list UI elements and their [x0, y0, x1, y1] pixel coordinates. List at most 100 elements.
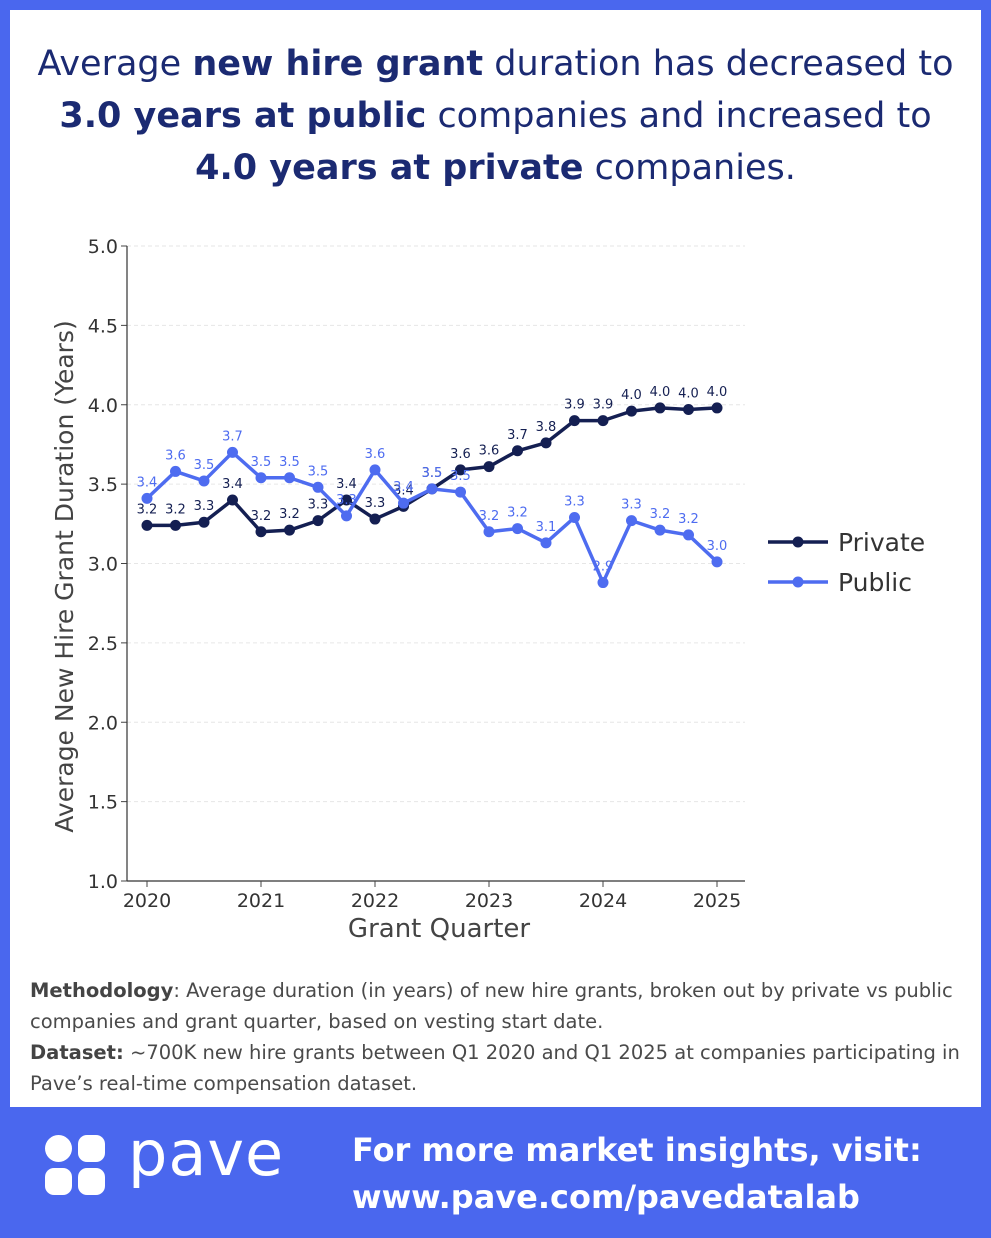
- legend-label-private: Private: [838, 528, 925, 557]
- data-label-public: 3.3: [564, 494, 585, 509]
- data-point-public: [483, 526, 495, 538]
- data-point-public: [711, 556, 723, 568]
- data-label-public: 3.5: [251, 455, 272, 470]
- data-label-private: 3.8: [536, 420, 557, 435]
- data-label-private: 3.6: [479, 444, 500, 459]
- data-label-public: 3.5: [308, 464, 329, 479]
- data-label-private: 3.2: [251, 509, 272, 524]
- data-label-public: 3.6: [165, 448, 186, 463]
- x-tick-label: 2022: [351, 890, 399, 912]
- data-point-public: [512, 523, 523, 535]
- data-label-public: 3.3: [621, 498, 642, 513]
- x-tick-label: 2020: [123, 890, 171, 912]
- data-point-public: [341, 510, 352, 522]
- data-point-private: [369, 513, 381, 525]
- brand-name: pave: [128, 1117, 285, 1190]
- pave-logo-icon: [45, 1135, 105, 1195]
- data-point-public: [170, 465, 181, 477]
- data-label-private: 3.4: [222, 477, 243, 492]
- data-label-private: 4.0: [678, 387, 699, 402]
- data-label-private: 3.3: [194, 499, 215, 514]
- data-label-private: 3.5: [422, 466, 443, 481]
- headline: Average new hire grant duration has decr…: [30, 38, 961, 194]
- headline-emphasis: 3.0 years at public: [59, 96, 427, 136]
- dataset-label: Dataset:: [30, 1041, 124, 1064]
- data-label-private: 3.2: [279, 507, 300, 522]
- data-point-public: [255, 472, 267, 484]
- data-point-private: [569, 415, 580, 427]
- data-point-private: [312, 515, 324, 527]
- y-tick-label: 1.5: [88, 792, 118, 814]
- headline-text: Average: [37, 44, 193, 84]
- website-link[interactable]: www.pave.com/pavedatalab: [352, 1178, 860, 1216]
- data-point-private: [711, 402, 723, 414]
- data-label-private: 3.2: [165, 502, 186, 517]
- data-label-private: 3.9: [593, 398, 614, 413]
- data-label-public: 3.5: [422, 466, 443, 481]
- data-label-public: 3.2: [678, 512, 699, 527]
- methodology-label: Methodology: [30, 979, 174, 1002]
- headline-text: companies.: [583, 148, 796, 188]
- data-label-private: 3.3: [365, 496, 386, 511]
- data-point-public: [455, 486, 466, 498]
- y-tick-label: 2.5: [88, 633, 118, 655]
- methodology-text: : Average duration (in years) of new hir…: [30, 979, 953, 1033]
- data-point-public: [398, 497, 409, 509]
- data-point-public: [626, 515, 637, 527]
- headline-emphasis: new hire grant: [192, 44, 484, 84]
- y-axis-label: Average New Hire Grant Duration (Years): [50, 320, 79, 832]
- data-label-public: 3.2: [650, 507, 671, 522]
- data-point-private: [170, 519, 181, 531]
- data-point-private: [141, 519, 153, 531]
- data-label-private: 3.3: [308, 498, 329, 513]
- dataset-text: ~700K new hire grants between Q1 2020 an…: [30, 1041, 960, 1095]
- y-tick-label: 3.0: [88, 554, 118, 576]
- data-point-public: [569, 511, 580, 523]
- legend-label-public: Public: [838, 568, 912, 597]
- legend-marker-private: [792, 536, 804, 548]
- data-point-public: [227, 446, 238, 458]
- data-label-private: 4.0: [707, 385, 728, 400]
- y-tick-label: 5.0: [88, 236, 118, 258]
- data-point-public: [654, 524, 666, 536]
- footer-banner: pave For more market insights, visit: ww…: [0, 1107, 991, 1238]
- headline-text: duration has decreased to: [483, 44, 954, 84]
- methodology-note: Methodology: Average duration (in years)…: [30, 975, 965, 1099]
- data-label-public: 3.4: [393, 480, 414, 495]
- y-tick-label: 4.5: [88, 315, 118, 337]
- data-point-public: [683, 529, 694, 541]
- data-point-private: [512, 445, 523, 457]
- data-point-private: [626, 405, 637, 417]
- data-label-public: 3.1: [536, 520, 557, 535]
- data-label-public: 2.9: [593, 560, 614, 575]
- data-point-private: [198, 516, 210, 528]
- cta-text: For more market insights, visit:: [352, 1131, 922, 1169]
- data-label-private: 3.4: [336, 477, 357, 492]
- data-label-private: 4.0: [621, 388, 642, 403]
- data-point-public: [540, 537, 552, 549]
- headline-emphasis: 4.0 years at private: [195, 148, 584, 188]
- data-point-public: [312, 481, 324, 493]
- data-label-public: 3.5: [279, 455, 300, 470]
- data-label-private: 3.7: [507, 428, 528, 443]
- data-label-private: 3.2: [137, 502, 158, 517]
- data-point-public: [284, 472, 295, 484]
- data-point-private: [683, 404, 694, 416]
- data-point-public: [198, 475, 210, 487]
- data-label-public: 3.5: [194, 458, 215, 473]
- x-tick-label: 2024: [579, 890, 627, 912]
- data-point-private: [341, 494, 352, 506]
- headline-text: companies and increased to: [426, 96, 932, 136]
- data-point-public: [597, 577, 609, 589]
- data-point-private: [284, 524, 295, 536]
- y-tick-label: 3.5: [88, 474, 118, 496]
- data-point-private: [455, 464, 466, 476]
- x-tick-label: 2021: [237, 890, 285, 912]
- data-point-public: [141, 492, 153, 504]
- data-label-public: 3.4: [137, 475, 158, 490]
- data-point-private: [483, 461, 495, 473]
- data-label-public: 3.0: [707, 539, 728, 554]
- x-tick-label: 2025: [693, 890, 741, 912]
- data-label-public: 3.2: [507, 506, 528, 521]
- data-label-public: 3.6: [365, 447, 386, 462]
